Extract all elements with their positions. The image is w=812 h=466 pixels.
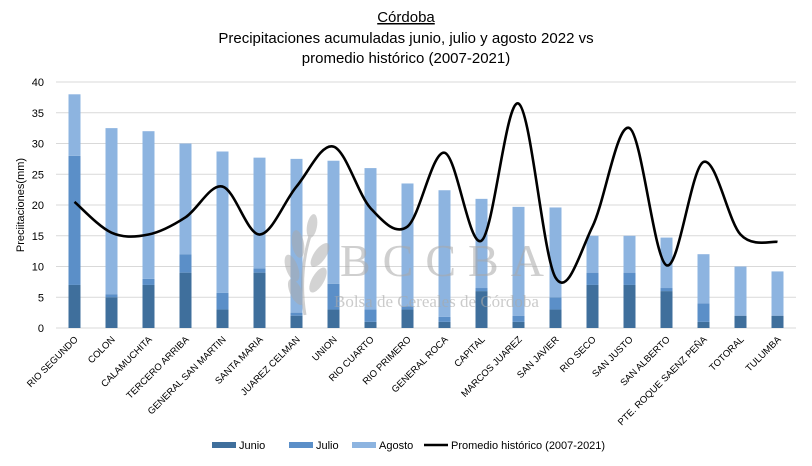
- bar-agosto-11: [475, 198, 488, 289]
- bar-junio-3: [179, 272, 192, 328]
- x-category-label: UNION: [310, 334, 340, 364]
- y-axis-ticks: 0 5 10 15 20 25 30 35 40: [32, 77, 44, 335]
- y-tick-label: 15: [32, 231, 44, 243]
- x-category-label: TOTORAL: [707, 334, 746, 373]
- bar-junio-14: [586, 284, 599, 328]
- bar-junio-17: [697, 321, 710, 328]
- bar-junio-15: [623, 284, 636, 328]
- bar-junio-0: [68, 284, 81, 328]
- bar-julio-2: [142, 278, 155, 285]
- y-tick-label: 25: [32, 169, 44, 181]
- bar-julio-4: [216, 292, 229, 310]
- bar-junio-8: [364, 321, 377, 328]
- bar-agosto-1: [105, 128, 118, 295]
- bar-junio-9: [401, 309, 414, 328]
- chart-subtitle-line-2: promedio histórico (2007-2021): [302, 50, 510, 67]
- y-tick-label: 10: [32, 262, 44, 274]
- y-tick-label: 35: [32, 108, 44, 120]
- bar-junio-2: [142, 284, 155, 328]
- watermark-logo: BCCBA Bolsa de Cereales de Córdoba: [284, 214, 556, 316]
- bar-agosto-0: [68, 94, 81, 156]
- bar-series: [68, 94, 784, 328]
- bar-julio-7: [327, 283, 340, 310]
- watermark-caption: Bolsa de Cereales de Córdoba: [334, 292, 539, 311]
- bar-julio-15: [623, 272, 636, 285]
- bar-julio-1: [105, 294, 118, 298]
- y-tick-label: 20: [32, 200, 44, 212]
- bar-junio-12: [512, 321, 525, 328]
- legend-label: Junio: [239, 440, 265, 452]
- bar-agosto-7: [327, 160, 340, 284]
- bar-agosto-17: [697, 254, 710, 304]
- bar-agosto-16: [660, 237, 673, 289]
- bar-julio-10: [438, 316, 451, 322]
- y-tick-label: 30: [32, 139, 44, 151]
- bar-julio-3: [179, 254, 192, 273]
- bar-junio-16: [660, 291, 673, 328]
- bar-agosto-5: [253, 157, 266, 269]
- x-category-label: RIO SEGUNDO: [25, 334, 81, 390]
- bar-agosto-12: [512, 206, 525, 316]
- bar-agosto-15: [623, 235, 636, 273]
- bar-agosto-14: [586, 235, 599, 273]
- bar-agosto-3: [179, 143, 192, 255]
- bar-agosto-19: [771, 271, 784, 316]
- x-category-label: TERCERO ARRIBA: [124, 334, 192, 402]
- bar-julio-17: [697, 303, 710, 322]
- chart-subtitle-line-1: Precipitaciones acumuladas junio, julio …: [218, 30, 593, 47]
- x-category-label: TULUMBA: [744, 334, 784, 374]
- bar-julio-13: [549, 297, 562, 310]
- bar-julio-6: [290, 312, 303, 316]
- bar-junio-19: [771, 315, 784, 328]
- bar-agosto-18: [734, 266, 747, 316]
- bar-agosto-4: [216, 151, 229, 293]
- watermark-logo-text: BCCBA: [340, 235, 556, 286]
- x-category-label: CAPITAL: [452, 334, 487, 369]
- legend: Junio Julio Agosto Promedio histórico (2007…: [212, 440, 605, 452]
- bar-junio-11: [475, 291, 488, 328]
- legend-swatch-agosto: [352, 442, 376, 448]
- bar-junio-10: [438, 321, 451, 328]
- legend-label: Agosto: [379, 440, 413, 452]
- line-promedio-historico: [73, 102, 778, 284]
- wheat-emblem-icon: [284, 214, 330, 316]
- bar-julio-16: [660, 288, 673, 292]
- bar-julio-5: [253, 268, 266, 273]
- bar-julio-8: [364, 309, 377, 322]
- bar-agosto-10: [438, 190, 451, 317]
- bar-agosto-2: [142, 131, 155, 279]
- y-tick-label: 5: [38, 292, 44, 304]
- bar-agosto-9: [401, 183, 414, 307]
- bar-junio-13: [549, 309, 562, 328]
- legend-label: Julio: [316, 440, 339, 452]
- bar-julio-9: [401, 306, 414, 310]
- bar-junio-6: [290, 315, 303, 328]
- y-tick-label: 0: [38, 323, 44, 335]
- legend-swatch-julio: [289, 442, 313, 448]
- gridlines: [56, 81, 796, 329]
- bar-junio-18: [734, 315, 747, 328]
- bar-junio-4: [216, 309, 229, 328]
- bar-junio-5: [253, 272, 266, 328]
- bar-junio-1: [105, 297, 118, 328]
- legend-swatch-junio: [212, 442, 236, 448]
- line-series: [73, 102, 778, 284]
- bar-julio-11: [475, 288, 488, 292]
- bar-julio-14: [586, 272, 599, 285]
- chart-title: Córdoba: [377, 9, 435, 26]
- bar-julio-0: [68, 155, 81, 285]
- legend-label: Promedio histórico (2007-2021): [451, 440, 605, 452]
- y-tick-label: 40: [32, 77, 44, 89]
- x-category-label: COLON: [86, 334, 118, 366]
- bar-junio-7: [327, 309, 340, 328]
- bar-agosto-13: [549, 207, 562, 298]
- bar-julio-12: [512, 315, 525, 322]
- y-axis-title: Preciitaciones(mm): [15, 158, 27, 252]
